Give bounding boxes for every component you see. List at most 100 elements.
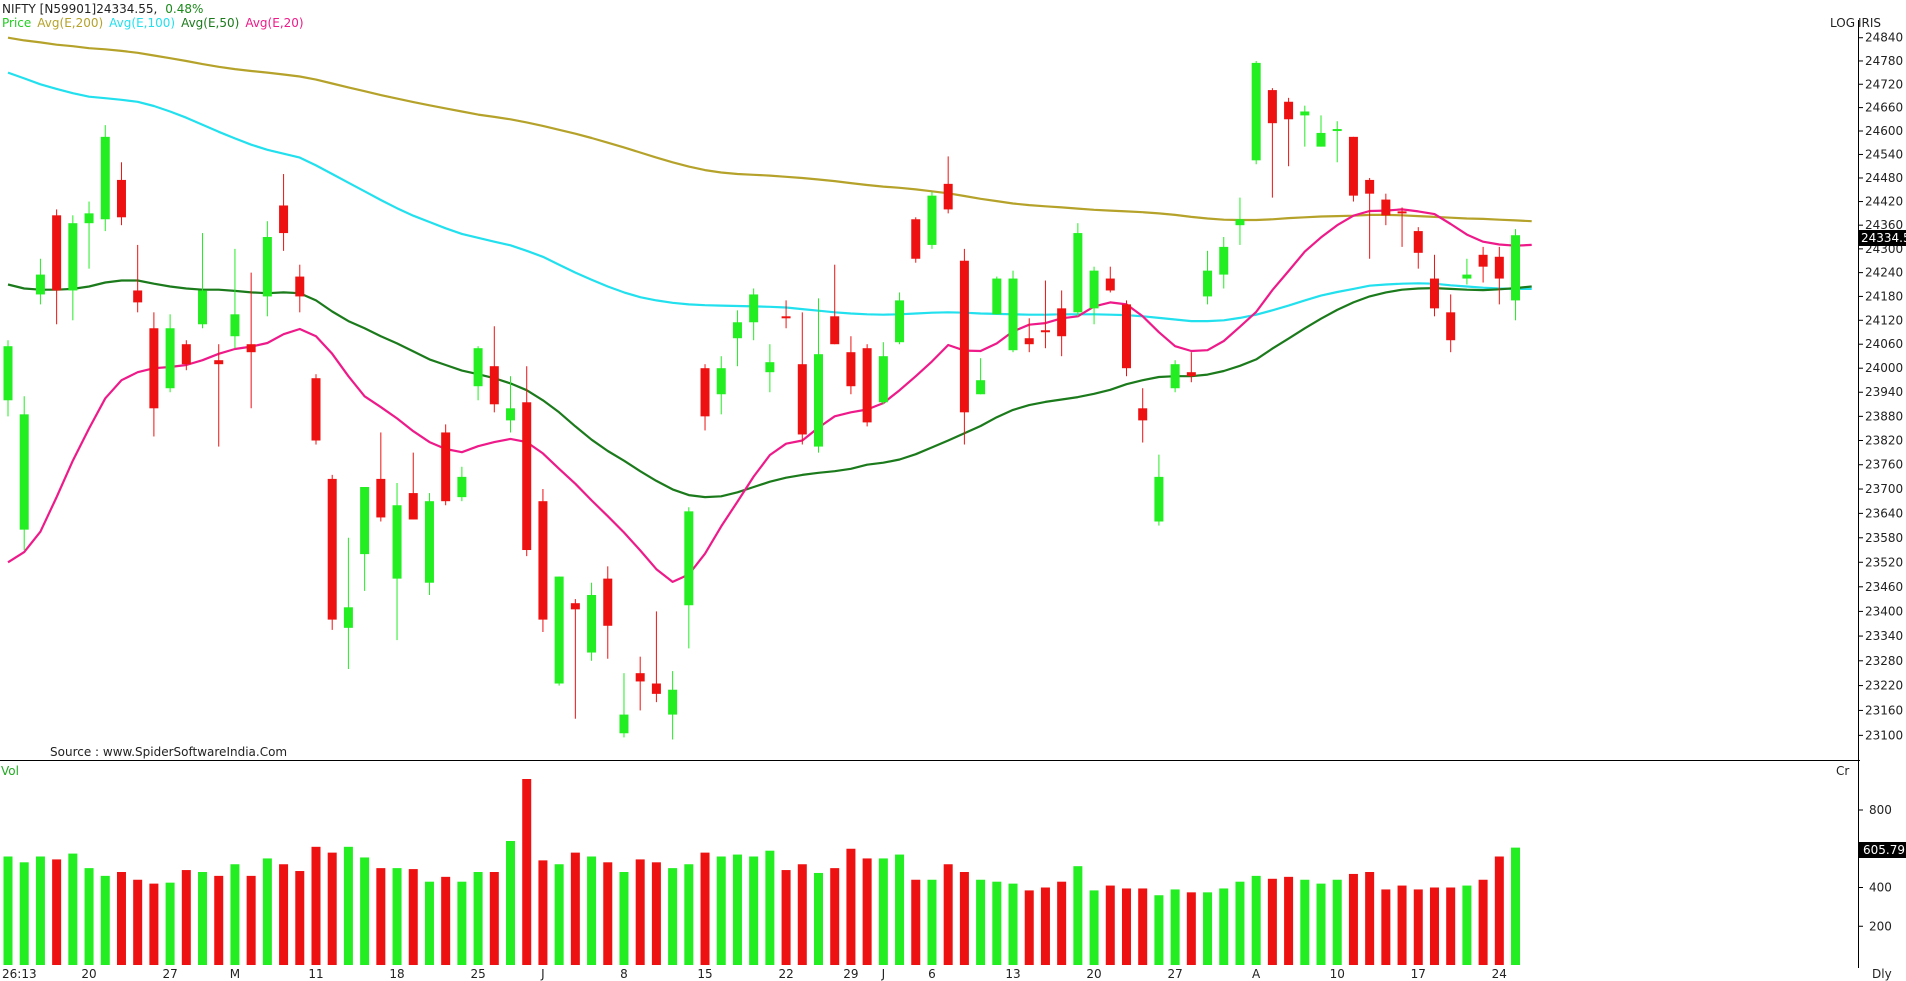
volume-bar — [814, 872, 823, 965]
candle — [68, 215, 78, 321]
candle-body — [68, 223, 78, 291]
last-volume-value: 605.79 — [1863, 843, 1905, 857]
volume-bar — [538, 860, 548, 965]
volume-bar — [1203, 892, 1213, 965]
volume-bars — [3, 779, 1521, 965]
volume-bar — [279, 864, 289, 965]
candle — [1057, 290, 1067, 357]
candle-body — [3, 346, 13, 401]
date-tick-label: 25 — [470, 967, 485, 981]
volume-bar — [684, 864, 694, 965]
candle-body — [311, 378, 321, 441]
legend-price: Price — [2, 16, 31, 30]
candle-body — [1284, 101, 1294, 120]
volume-bar — [700, 852, 710, 965]
candle-body — [1170, 364, 1180, 389]
price-tick-label: 24720 — [1865, 77, 1903, 91]
candle — [895, 292, 905, 345]
candle-body — [52, 215, 62, 291]
volume-bar — [570, 852, 580, 965]
candle-body — [360, 487, 370, 555]
volume-bar — [392, 868, 402, 965]
volume-bar — [732, 854, 742, 965]
price-tick-label: 24420 — [1865, 195, 1903, 209]
candle — [959, 248, 969, 445]
candle-body — [814, 354, 823, 447]
iris-label[interactable]: IRIS — [1858, 16, 1881, 30]
candle — [1478, 246, 1488, 283]
candle — [506, 376, 516, 433]
ema20-line — [7, 208, 1532, 584]
candle — [1170, 360, 1180, 393]
volume-bar — [895, 854, 905, 965]
volume-bar — [68, 853, 78, 965]
volume-bar — [1381, 889, 1391, 965]
candle-body — [959, 260, 969, 413]
candle — [927, 191, 937, 249]
volume-bar — [116, 872, 126, 965]
volume-bar — [506, 841, 516, 965]
candle-body — [1121, 304, 1131, 369]
candle — [1284, 97, 1294, 167]
candle — [1008, 270, 1018, 353]
volume-unit-label: Cr — [1836, 764, 1849, 778]
volume-bar — [1219, 888, 1229, 965]
candle — [1316, 115, 1326, 147]
candle — [570, 599, 580, 719]
candle-body — [441, 432, 451, 502]
date-axis: 26:13 20 27 M 11 18 25 J 8 15 22 29 J 6 13 20 27 A 10 17 24 — [2, 967, 1507, 981]
candle-body — [781, 316, 791, 319]
candle — [992, 276, 1002, 315]
volume-bar — [1040, 887, 1050, 965]
legend-ema100: Avg(E,100) — [109, 16, 175, 30]
candle-body — [343, 607, 353, 628]
candle — [781, 300, 791, 329]
candle-body — [862, 348, 872, 423]
volume-bar — [376, 868, 386, 965]
candle-body — [424, 501, 434, 583]
candle — [635, 656, 645, 711]
volume-bar — [846, 848, 856, 965]
volume-bar — [797, 864, 807, 965]
candle-body — [100, 136, 110, 220]
candle — [1446, 294, 1456, 353]
candle-body — [1203, 270, 1213, 297]
candle-body — [35, 274, 45, 295]
volume-bar — [84, 868, 94, 965]
candle — [360, 487, 370, 591]
candle-body — [1105, 278, 1115, 291]
log-scale-label[interactable]: LOG — [1830, 16, 1855, 30]
volume-bar — [230, 864, 240, 965]
candle-body — [587, 594, 597, 653]
volume-bar — [992, 881, 1002, 965]
volume-bar — [246, 875, 256, 965]
volume-bar — [327, 852, 337, 965]
candle-body — [749, 294, 759, 323]
candle — [1494, 246, 1504, 305]
candle — [343, 537, 353, 670]
volume-bar — [976, 879, 986, 965]
price-tick-label: 23520 — [1865, 555, 1903, 569]
volume-bar — [603, 862, 613, 965]
candle-body — [1024, 338, 1034, 345]
ema200-line — [7, 36, 1532, 223]
candle — [911, 217, 921, 263]
candle-body — [668, 689, 678, 715]
candle-body — [684, 511, 694, 606]
volume-bar — [3, 856, 13, 965]
volume-bar — [214, 875, 224, 965]
volume-bar — [878, 858, 888, 965]
candle — [603, 566, 613, 659]
candle — [587, 582, 597, 661]
candle — [1073, 223, 1083, 317]
candle-body — [1186, 372, 1196, 377]
candle — [1251, 60, 1261, 165]
volume-bar — [1429, 887, 1439, 965]
candle — [19, 396, 29, 551]
volume-axis: 200 400 800 — [1858, 803, 1892, 933]
price-tick-label: 24660 — [1865, 101, 1903, 115]
candle — [749, 288, 759, 341]
candle — [765, 344, 775, 393]
candle-body — [635, 673, 645, 682]
period-label[interactable]: Dly — [1872, 967, 1892, 981]
